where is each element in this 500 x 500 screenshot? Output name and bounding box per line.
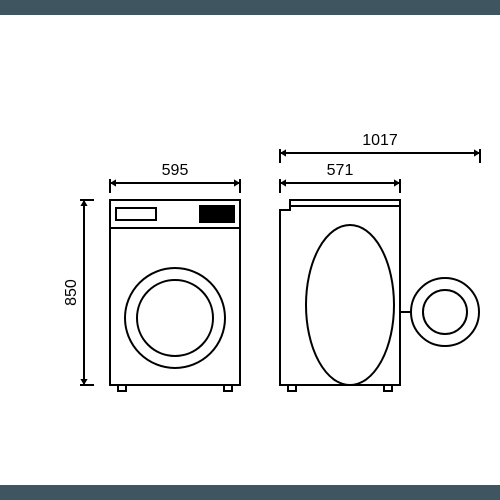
side-view xyxy=(280,200,479,391)
svg-text:1017: 1017 xyxy=(362,132,398,149)
svg-text:595: 595 xyxy=(162,162,189,179)
diagram-card: 595 850 571 1017 xyxy=(0,15,500,485)
svg-text:571: 571 xyxy=(327,162,354,179)
front-view xyxy=(110,200,240,391)
svg-text:850: 850 xyxy=(63,279,80,306)
dimension-diagram: 595 850 571 1017 xyxy=(0,15,500,485)
